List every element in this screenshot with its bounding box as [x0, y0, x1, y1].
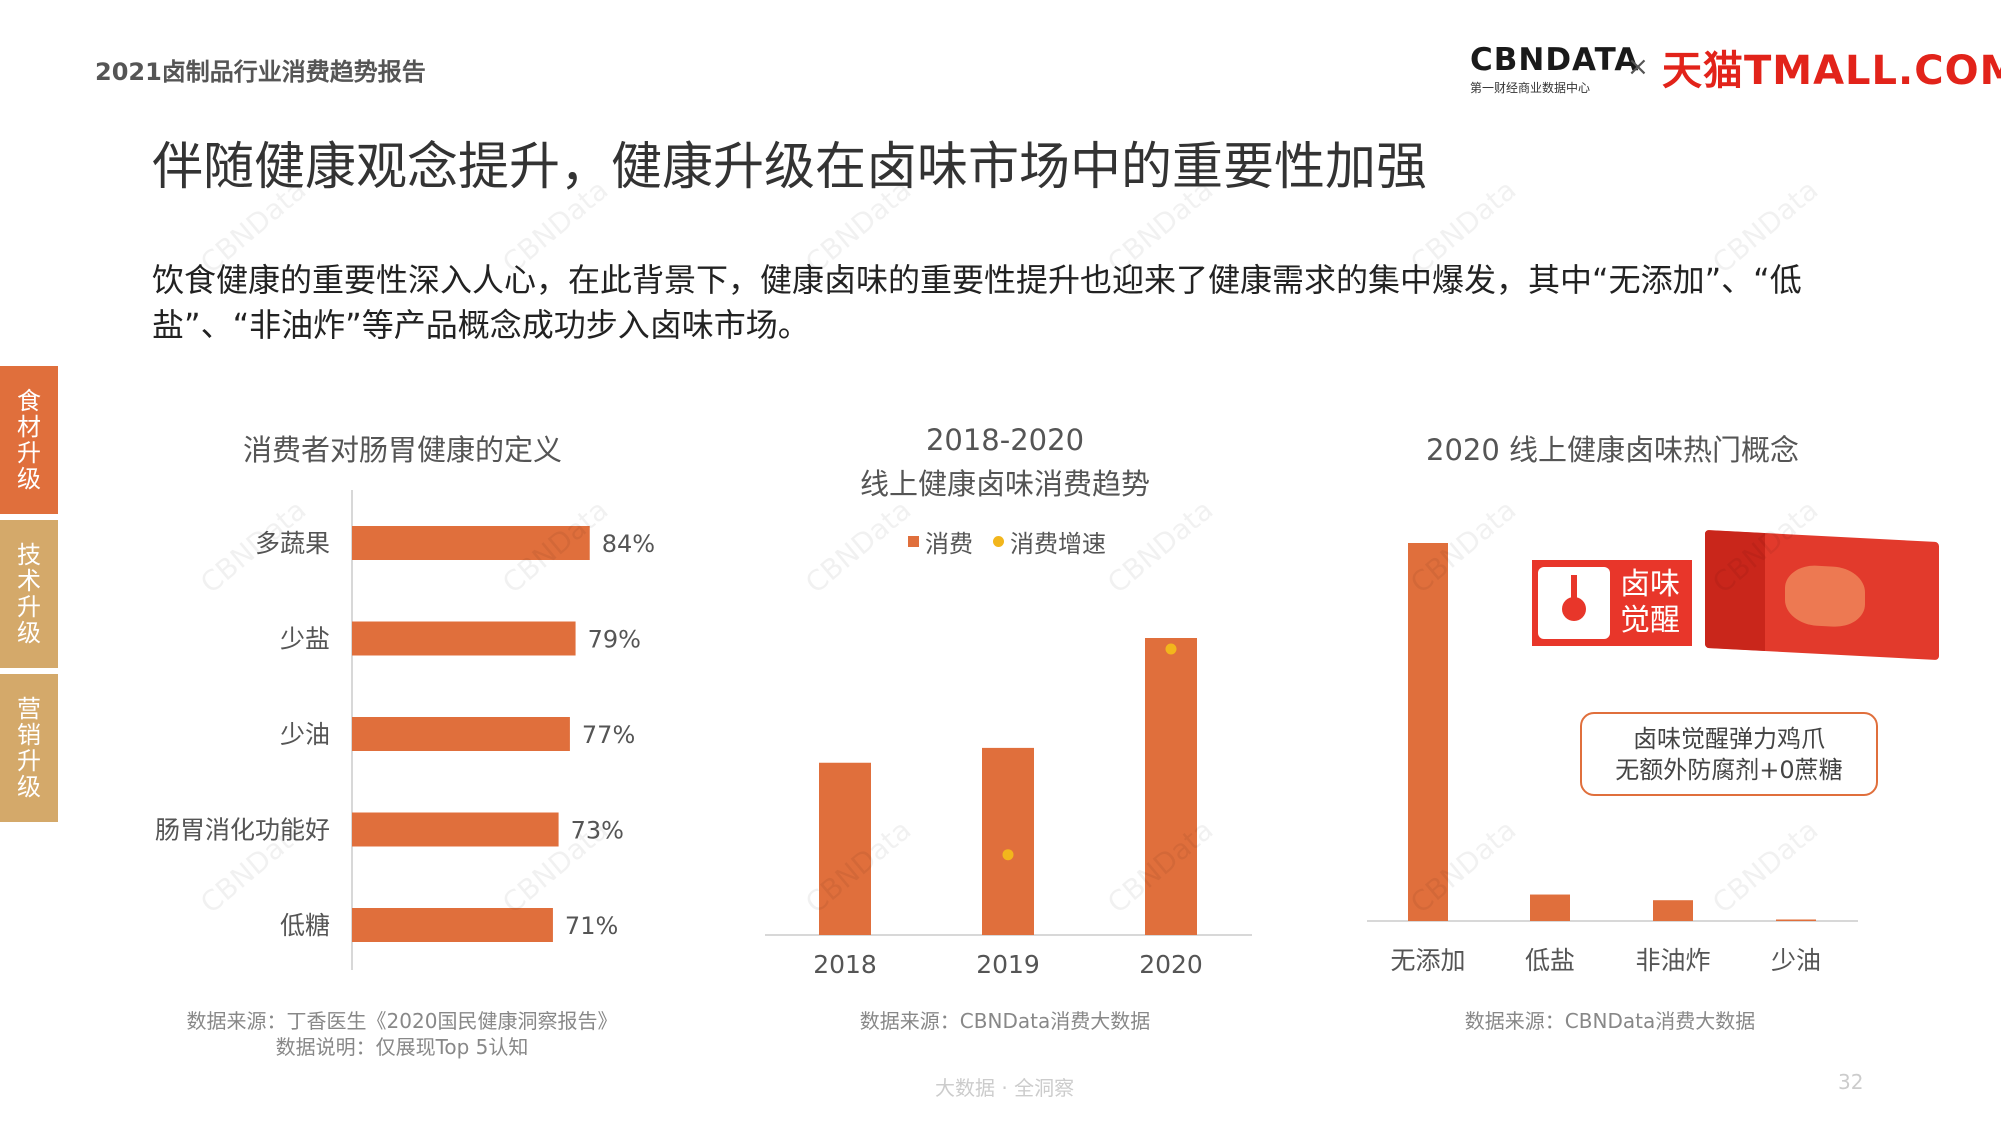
chart1-bar [352, 908, 553, 942]
chart3-x-label: 少油 [1771, 946, 1821, 975]
legend-square-icon [908, 536, 919, 547]
tmall-logo: 天猫TMALL.COM [1662, 48, 2001, 94]
legend-label-consumption: 消费 [925, 530, 973, 558]
side-tab-ingredients[interactable]: 食材升级 [0, 366, 58, 514]
chart1-source-text: 数据来源：丁香医生《2020国民健康洞察报告》 [186, 1009, 618, 1033]
chart1-category-label: 少油 [280, 720, 330, 749]
chart1-title: 消费者对肠胃健康的定义 [243, 433, 563, 467]
chart3-bar [1776, 919, 1816, 921]
chart1-value-label: 79% [588, 626, 641, 654]
chart1-bar [352, 526, 590, 560]
chart3-x-label: 非油炸 [1635, 946, 1710, 975]
chart2-title: 2018-2020 线上健康卤味消费趋势 [860, 418, 1150, 506]
chart2-legend: 消费 消费增速 [908, 524, 1106, 559]
chart2-bar [819, 762, 871, 935]
chart1-value-label: 73% [571, 817, 624, 845]
cbn-logo-name: CBNDATA [1470, 42, 1640, 78]
footer-tagline: 大数据 · 全洞察 [935, 1076, 1075, 1100]
product-logo: 卤味觉醒 [1532, 560, 1692, 646]
chart2-x-label: 2018 [813, 950, 877, 979]
chart2-bar [982, 747, 1034, 935]
chart2-x-label: 2020 [1139, 950, 1203, 979]
side-tab-marketing[interactable]: 营销升级 [0, 674, 58, 822]
intro-paragraph: 饮食健康的重要性深入人心，在此背景下，健康卤味的重要性提升也迎来了健康需求的集中… [152, 261, 1802, 344]
chart2-growth-dot [1002, 849, 1014, 861]
logo-separator: × [1627, 52, 1649, 82]
chart1-source: 数据来源：丁香医生《2020国民健康洞察报告》 数据说明：仅展现Top 5认知 [182, 1008, 622, 1060]
side-tabs: 食材升级 技术升级 营销升级 [0, 366, 58, 828]
chart3-x-label: 低盐 [1525, 946, 1575, 975]
chart3-source: 数据来源：CBNData消费大数据 [1464, 1009, 1756, 1033]
legend-item-growth: 消费增速 [993, 524, 1106, 559]
chart3-title: 2020 线上健康卤味热门概念 [1426, 433, 1800, 467]
chart1-bar [352, 812, 559, 847]
chart3-bar [1653, 900, 1693, 921]
chart1-bar [352, 621, 576, 656]
chart2-bar [1145, 638, 1197, 935]
chart3-bar [1530, 894, 1570, 921]
legend-label-growth: 消费增速 [1010, 530, 1106, 558]
chart2-x-label: 2019 [976, 950, 1040, 979]
chart2-source: 数据来源：CBNData消费大数据 [859, 1009, 1151, 1033]
chart1-value-label: 77% [582, 721, 635, 749]
chart2-title-line1: 2018-2020 [925, 423, 1085, 457]
legend-item-consumption: 消费 [908, 524, 973, 559]
page-number: 32 [1838, 1070, 1864, 1094]
chart1-category-label: 多蔬果 [255, 529, 330, 558]
main-title: 伴随健康观念提升，健康升级在卤味市场中的重要性加强 [152, 138, 1428, 197]
callout-line2: 无额外防腐剂+0蔗糖 [1615, 756, 1843, 784]
chart1-value-label: 84% [602, 530, 655, 558]
cbn-logo-subtitle: 第一财经商业数据中心 [1470, 81, 1591, 95]
product-callout: 卤味觉醒弹力鸡爪 无额外防腐剂+0蔗糖 [1580, 712, 1878, 796]
report-title: 2021卤制品行业消费趋势报告 [95, 58, 426, 86]
chart1-note-text: 数据说明：仅展现Top 5认知 [275, 1035, 529, 1059]
cbn-logo: CBNDATA 第一财经商业数据中心 [1470, 42, 1640, 97]
chart1-category-label: 低糖 [280, 911, 330, 940]
callout-line1: 卤味觉醒弹力鸡爪 [1633, 725, 1825, 753]
side-tab-technology[interactable]: 技术升级 [0, 520, 58, 668]
chart1-bar [352, 717, 570, 751]
product-logo-text: 卤味觉醒 [1620, 567, 1680, 638]
chart2-growth-dot [1165, 643, 1177, 655]
chart3-x-label: 无添加 [1390, 946, 1465, 975]
chart1-category-label: 少盐 [280, 625, 330, 654]
product-logo-icon [1538, 567, 1610, 639]
chart2-title-line2: 线上健康卤味消费趋势 [860, 467, 1151, 501]
legend-dot-icon [993, 536, 1004, 547]
chart1-value-label: 71% [565, 912, 618, 940]
chart1-category-label: 肠胃消化功能好 [155, 816, 330, 845]
chart3-bar [1408, 543, 1448, 921]
